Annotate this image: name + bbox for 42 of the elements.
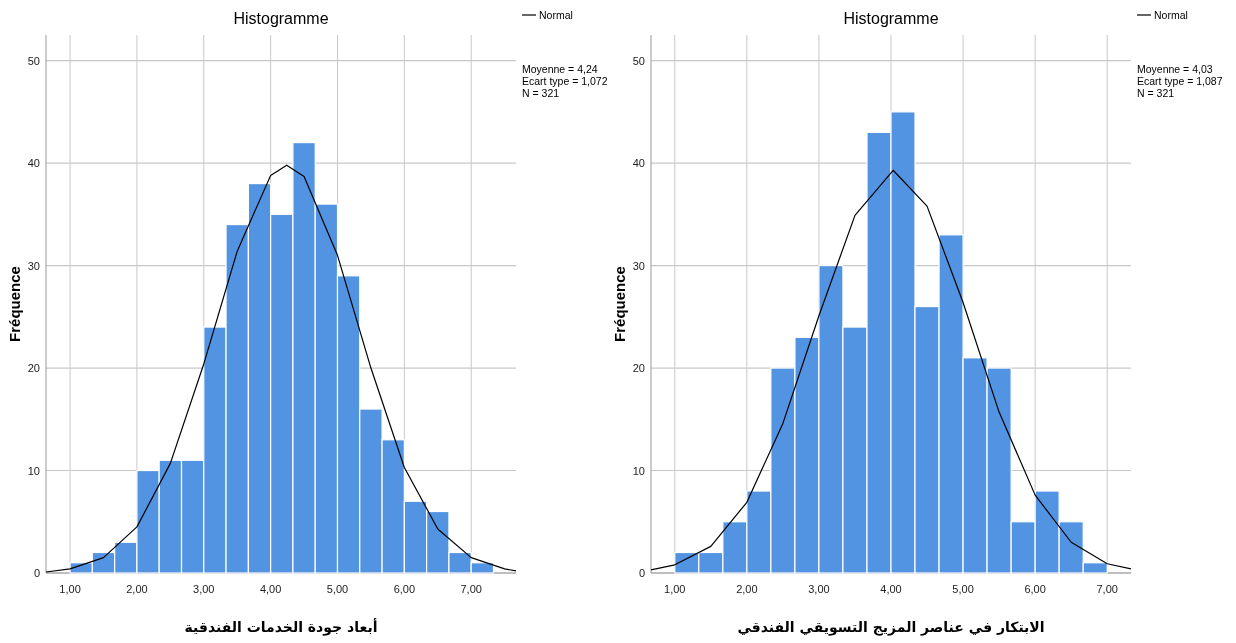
x-tick-label: 1,00 [664,583,686,595]
x-tick-label: 6,00 [1024,583,1046,595]
x-tick-label: 3,00 [193,583,215,595]
y-tick-label: 40 [632,157,645,170]
text: N = 321 [1137,87,1175,99]
x-tick-label: 4,00 [880,583,902,595]
x-tick-label: 3,00 [808,583,830,595]
y-tick-label: 0 [33,567,40,579]
y-tick-label: 10 [632,464,645,477]
y-tick-label: 20 [632,362,645,375]
x-tick-label: 7,00 [460,583,482,595]
text: Ecart type = 1,072 [522,75,608,87]
text: N = 321 [522,87,560,99]
legend-label: Normal [539,9,573,21]
x-tick-label: 5,00 [326,583,349,595]
y-tick-label: 20 [27,362,40,375]
y-tick-label: 0 [638,567,645,579]
legend: Normal [521,9,573,21]
chart-title: Histogramme [843,10,939,27]
text: Moyenne = 4,24 [522,63,598,75]
y-tick-label: 10 [27,464,40,477]
y-tick-label: 40 [27,157,40,170]
chart-title: Histogramme [233,10,329,27]
x-tick-label: 2,00 [126,583,148,595]
x-axis-title: أبعاد جودة الخدمات الفندقية [184,618,378,636]
x-tick-label: 5,00 [952,583,974,595]
x-tick-label: 1,00 [59,583,81,595]
y-tick-label: 50 [632,54,645,67]
x-tick-label: 4,00 [259,583,282,595]
text: Moyenne = 4,03 [1137,63,1213,75]
legend-label: Normal [1154,9,1188,21]
x-tick-label: 7,00 [1096,583,1118,595]
y-tick-label: 30 [632,259,645,272]
x-tick-label: 2,00 [736,583,758,595]
y-axis-title: Fréquence [6,266,23,342]
y-axis-title: Fréquence [611,266,628,342]
text: Ecart type = 1,087 [1137,75,1223,87]
legend: Normal [1136,9,1188,21]
x-axis-title: الابتكار في عناصر المزيج التسويقي الفندقي [737,619,1045,636]
y-tick-label: 30 [27,259,40,272]
x-tick-label: 6,00 [393,583,416,595]
y-tick-label: 50 [27,54,40,67]
